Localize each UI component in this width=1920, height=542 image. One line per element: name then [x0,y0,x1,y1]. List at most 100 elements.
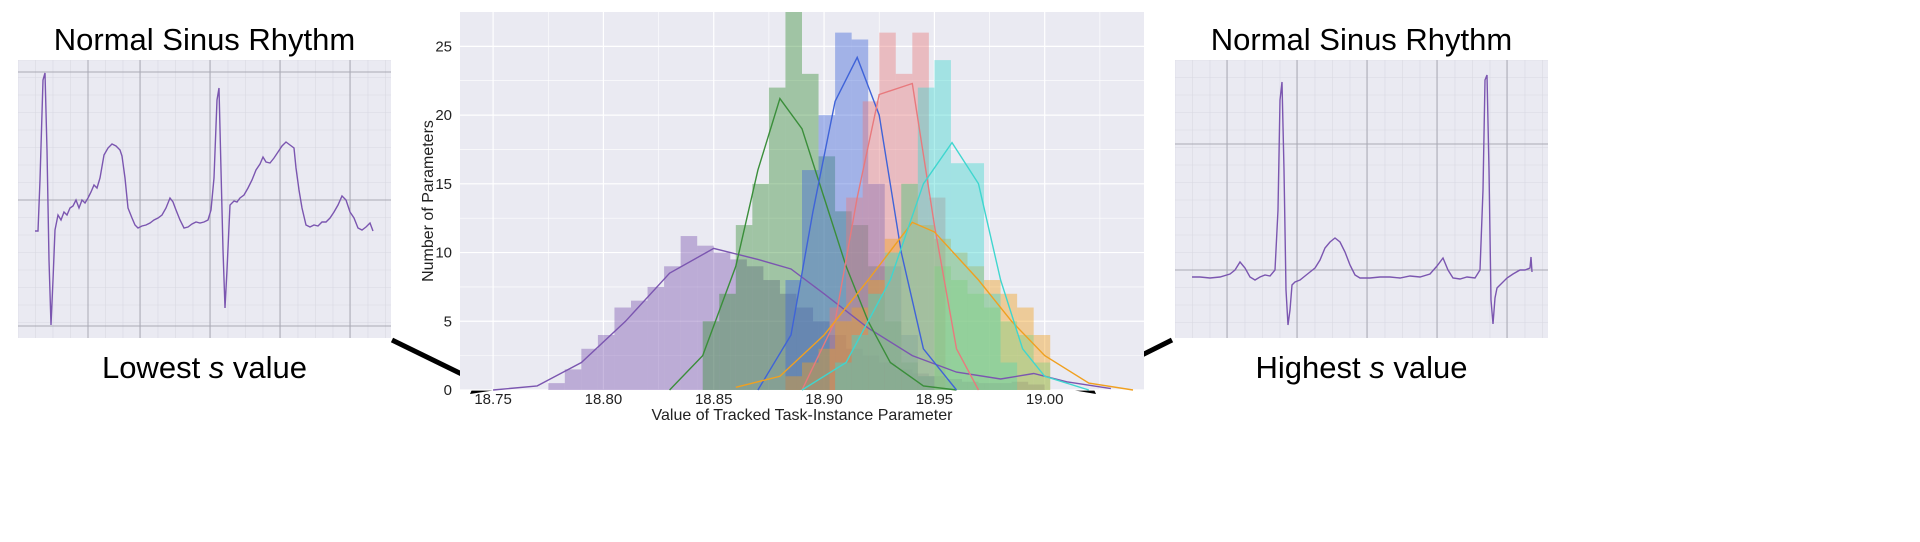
histogram-bar [851,335,869,390]
histogram-bar [1000,321,1018,390]
left-caption-after: value [224,350,308,385]
histogram-bar [984,307,1001,390]
x-tick-label: 18.90 [805,391,843,408]
histogram-bar [928,197,946,390]
x-axis-label: Value of Tracked Task-Instance Parameter [652,407,954,424]
histogram-bar [631,300,648,390]
y-tick-label: 5 [444,313,452,330]
histogram-bar [884,321,902,390]
histogram-bar [984,293,1001,390]
histogram-bar [862,355,880,390]
x-tick-label: 19.00 [1026,391,1064,408]
histogram-bar [1011,381,1029,390]
right-ecg-plot [1175,60,1548,338]
histogram-bar [846,348,863,390]
histogram-bar [934,266,951,390]
histogram-bar [868,293,885,390]
histogram-bar [752,183,769,390]
kde-curve [669,97,957,391]
y-tick-label: 0 [444,382,452,399]
histogram-bar [768,87,786,390]
chart-bars [548,12,1051,391]
histogram-bar [945,379,962,390]
histogram-bar [868,183,885,390]
left-panel-caption: Lowest s value [18,350,391,386]
right-ecg-background [1175,60,1548,338]
left-ecg-background [18,60,391,338]
histogram-bar [917,87,935,390]
histogram-bar [901,335,918,390]
histogram-bar [664,266,681,390]
y-tick-label: 10 [435,245,452,262]
right-caption-variable: s [1369,350,1385,385]
histogram-bar [730,259,747,390]
x-tick-label: 18.75 [474,391,512,408]
histogram-bar [851,225,869,390]
histogram-bar [719,293,736,390]
right-ecg-grid [1175,60,1548,338]
y-tick-labels: 0 5 10 15 20 25 [435,38,452,399]
x-tick-label: 18.80 [585,391,623,408]
histogram-bar [995,383,1012,390]
histogram-bar [614,307,631,390]
histogram-bar [763,280,780,390]
kde-curve [735,221,1134,391]
histogram-bar [802,170,819,390]
histogram-bar [868,280,885,390]
left-panel-title: Normal Sinus Rhythm [53,22,356,57]
histogram-bar [934,238,951,390]
histogram-bar [818,115,836,390]
histogram-bar [967,266,985,390]
histogram-bar [917,225,935,390]
histogram-bar [829,307,847,390]
histogram-bar [785,280,802,390]
plot-area-background [460,12,1144,390]
y-tick-label: 25 [435,38,452,55]
histogram-bar [884,238,902,390]
histogram-bar [779,293,797,390]
left-caption-before: Lowest [101,350,209,385]
y-tick-label: 15 [435,176,452,193]
kde-curve [801,82,980,391]
kde-curve [801,141,1090,391]
histogram-bar [835,321,852,390]
y-tick-label: 20 [435,107,452,124]
histogram-bar [1028,384,1045,390]
histogram-bar [879,32,896,390]
histogram-bar [802,73,819,390]
left-caption-variable: s [208,350,225,385]
right-panel-title: Normal Sinus Rhythm [1210,22,1513,57]
histogram-bar [950,252,968,390]
histogram-bar [735,225,753,390]
left-ecg-plot [18,60,391,338]
histogram-bar [680,236,698,390]
histogram-bar [884,252,902,390]
x-tick-label: 18.95 [916,391,954,408]
histogram-bar [818,348,836,390]
histogram-bar [934,60,951,390]
right-panel-caption: Highest s value [1175,350,1548,386]
histogram-bar [835,362,852,390]
histogram-bar [912,32,929,390]
right-caption-before: Highest [1255,350,1370,385]
histogram-bar [802,362,819,390]
histogram-bar [984,280,1001,390]
left-ecg-grid [18,60,391,338]
x-tick-label: 18.85 [695,391,733,408]
histogram-bar [785,376,802,390]
histogram-bar [1000,362,1018,390]
histogram-bar [967,293,985,390]
histogram-bar [879,362,896,390]
histogram-bar [813,321,830,390]
kde-curve [493,247,1112,391]
chart-kde-curves [493,55,1134,391]
kde-curve [757,55,958,391]
histogram-bar [1017,335,1034,390]
histogram-bar [746,266,764,390]
histogram-bar [548,383,565,390]
histogram-bar [702,321,720,390]
histogram-bar [950,163,968,390]
histogram-bar [835,211,852,390]
histogram-bar [647,286,665,390]
